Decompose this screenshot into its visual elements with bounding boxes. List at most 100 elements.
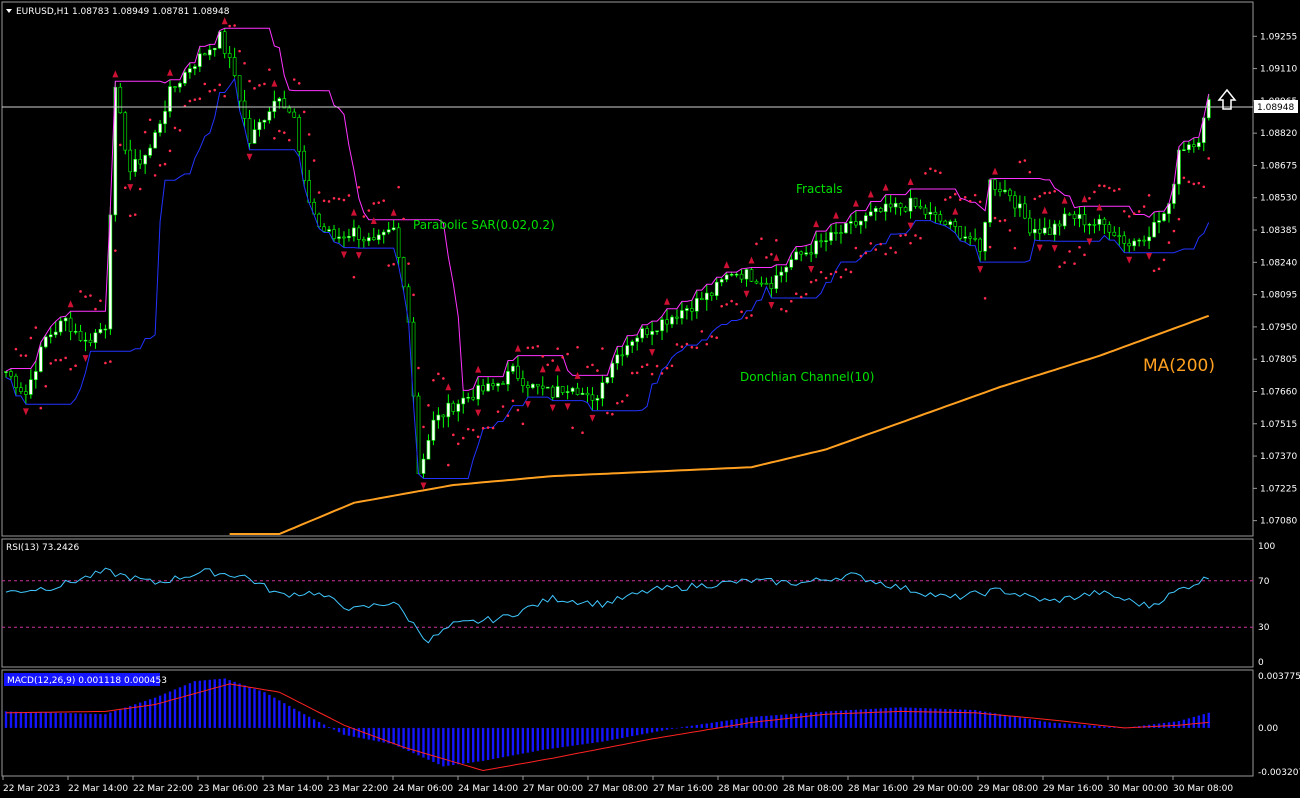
sar-dot — [789, 299, 793, 303]
macd-pane[interactable] — [1, 669, 1254, 777]
candle-body — [19, 387, 23, 392]
price-y-tick-label: 1.08820 — [1260, 129, 1297, 139]
macd-bar — [34, 712, 38, 728]
sar-dot — [834, 270, 838, 274]
candle-body — [481, 385, 485, 392]
sar-dot — [491, 426, 495, 430]
macd-bar — [775, 715, 778, 728]
fractal-up-marker — [867, 190, 874, 198]
candle-body — [1057, 223, 1062, 227]
sar-dot — [1197, 181, 1201, 185]
candle-body — [143, 155, 147, 165]
macd-bar — [288, 705, 291, 728]
candle-body — [590, 394, 595, 401]
macd-bar — [939, 708, 942, 728]
sar-dot — [481, 426, 485, 430]
macd-bar — [954, 709, 957, 728]
sar-dot — [143, 130, 147, 134]
candle-body — [859, 220, 863, 226]
axis-layer: 1.092551.091101.089651.088201.086751.085… — [2, 32, 1300, 794]
sar-dot — [69, 367, 72, 371]
candle-body — [839, 232, 843, 234]
sar-dot — [670, 364, 674, 368]
sar-dot — [273, 136, 276, 140]
sar-dot — [566, 352, 569, 356]
macd-bar — [298, 711, 301, 728]
candle-body — [1013, 195, 1017, 209]
macd-bar — [496, 727, 500, 759]
fractal-down-marker — [1036, 244, 1043, 252]
sar-dot — [218, 83, 222, 87]
macd-bar — [1098, 726, 1101, 728]
fractal-up-marker — [350, 208, 357, 216]
macd-bar — [819, 711, 823, 728]
candle-body — [675, 316, 679, 319]
macd-bar — [949, 709, 952, 728]
candle-body — [834, 232, 838, 234]
macd-bar — [49, 712, 52, 728]
sar-dot — [442, 377, 445, 380]
price-y-tick-label: 1.08095 — [1260, 291, 1297, 301]
sar-dot — [1162, 258, 1166, 262]
candle-body — [769, 283, 774, 289]
price-pane[interactable] — [1, 1, 1254, 537]
macd-bar — [1063, 723, 1066, 728]
fractal-up-marker — [1041, 206, 1048, 214]
candle-body — [441, 414, 446, 418]
candle-body — [381, 231, 386, 236]
fractal-up-marker — [773, 253, 780, 261]
fractal-down-marker — [127, 184, 134, 192]
macd-bar — [248, 686, 251, 728]
sar-dot — [998, 219, 1002, 223]
candle-body — [367, 237, 371, 242]
candle-body — [1117, 235, 1122, 237]
x-tick-label: 28 Mar 08:00 — [783, 784, 843, 794]
macd-bar — [208, 679, 211, 728]
symbol-dropdown-icon[interactable] — [6, 9, 12, 13]
candle-body — [272, 100, 277, 112]
candle-body — [1107, 224, 1112, 233]
candle-body — [1132, 240, 1136, 247]
candle-body — [670, 316, 674, 325]
candle-body — [550, 386, 555, 398]
macd-bar — [839, 710, 843, 728]
x-tick-label: 30 Mar 00:00 — [1108, 784, 1168, 794]
macd-bar — [690, 725, 694, 728]
candle-body — [1067, 213, 1072, 216]
sar-dot — [804, 292, 808, 296]
sar-dot — [809, 280, 813, 284]
candle-body — [123, 112, 128, 151]
sar-dot — [372, 202, 376, 205]
macd-bar — [924, 708, 927, 728]
sar-dot — [874, 248, 878, 251]
price-y-tick-label: 1.07660 — [1260, 387, 1297, 397]
macd-bar — [124, 707, 127, 728]
sar-dot — [128, 214, 132, 218]
macd-bar — [824, 711, 828, 728]
sar-dot — [755, 242, 758, 246]
sar-dot — [1157, 267, 1161, 271]
candle-body — [998, 189, 1002, 193]
rsi-pane[interactable] — [1, 538, 1254, 668]
macd-bar — [561, 727, 564, 748]
candle-body — [282, 98, 287, 109]
candle-body — [873, 208, 878, 213]
macd-bar — [626, 727, 629, 738]
candle-body — [93, 332, 98, 343]
macd-bar — [770, 715, 773, 728]
sar-dot — [74, 364, 77, 367]
sar-dot — [114, 249, 117, 252]
macd-bar — [606, 727, 609, 741]
sar-dot — [655, 364, 659, 368]
candle-body — [635, 337, 639, 342]
candle-body — [352, 227, 356, 237]
candle-body — [570, 387, 575, 392]
candle-body — [347, 236, 351, 238]
candle-body — [227, 53, 232, 58]
sar-dot — [1187, 180, 1191, 184]
fractal-up-marker — [475, 365, 482, 373]
candle-body — [600, 382, 605, 399]
candle-body — [1032, 228, 1037, 234]
candle-body — [332, 229, 336, 239]
macd-bar — [551, 727, 554, 749]
